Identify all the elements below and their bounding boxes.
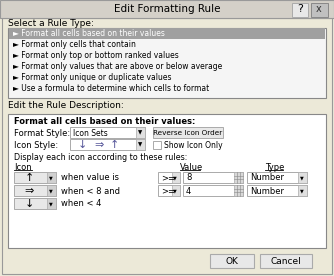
- Text: ▼: ▼: [138, 142, 142, 147]
- Bar: [158, 185, 180, 196]
- Bar: [47, 198, 56, 209]
- Text: >=: >=: [161, 187, 175, 195]
- Text: Format Style:: Format Style:: [14, 129, 70, 137]
- Text: ⇒: ⇒: [94, 140, 104, 150]
- Text: Icon Style:: Icon Style:: [14, 140, 58, 150]
- Bar: [14, 185, 56, 196]
- Bar: [8, 28, 326, 98]
- Bar: [9, 28, 325, 39]
- Bar: [47, 185, 56, 196]
- Bar: [0, 0, 334, 18]
- Text: ► Format only top or bottom ranked values: ► Format only top or bottom ranked value…: [13, 51, 179, 60]
- Bar: [298, 172, 307, 183]
- Bar: [158, 172, 180, 183]
- Text: Format all cells based on their values:: Format all cells based on their values:: [14, 118, 195, 126]
- Text: ▼: ▼: [138, 131, 142, 136]
- Bar: [172, 172, 180, 183]
- Text: Show Icon Only: Show Icon Only: [164, 140, 223, 150]
- Bar: [172, 185, 180, 196]
- Text: >=: >=: [161, 174, 175, 182]
- Bar: [47, 172, 56, 183]
- Bar: [292, 3, 308, 17]
- Text: ↑: ↑: [24, 173, 34, 183]
- Text: when < 8 and: when < 8 and: [61, 187, 120, 195]
- Text: Reverse Icon Order: Reverse Icon Order: [153, 130, 223, 136]
- Text: 4: 4: [186, 187, 191, 195]
- Text: ▼: ▼: [173, 176, 177, 181]
- Text: ► Format only unique or duplicate values: ► Format only unique or duplicate values: [13, 73, 171, 82]
- Text: ⇒: ⇒: [24, 186, 34, 196]
- Text: Display each icon according to these rules:: Display each icon according to these rul…: [14, 153, 187, 161]
- Text: Number: Number: [250, 174, 284, 182]
- Bar: [14, 172, 56, 183]
- Bar: [234, 185, 243, 196]
- Bar: [153, 141, 161, 149]
- Bar: [183, 185, 243, 196]
- Text: Edit Formatting Rule: Edit Formatting Rule: [114, 4, 220, 14]
- Bar: [70, 127, 145, 138]
- Bar: [153, 127, 223, 138]
- Text: OK: OK: [225, 256, 238, 266]
- Text: Icon Sets: Icon Sets: [73, 129, 108, 137]
- Text: ▼: ▼: [49, 176, 53, 181]
- Text: Value: Value: [180, 163, 203, 171]
- Text: ↑: ↑: [110, 140, 119, 150]
- Bar: [234, 172, 243, 183]
- Bar: [247, 172, 307, 183]
- Bar: [14, 198, 56, 209]
- Text: when < 4: when < 4: [61, 200, 102, 208]
- Bar: [260, 254, 312, 268]
- Bar: [70, 139, 145, 150]
- Bar: [247, 185, 307, 196]
- Bar: [210, 254, 254, 268]
- Text: Cancel: Cancel: [271, 256, 301, 266]
- Bar: [136, 127, 145, 138]
- Bar: [136, 139, 145, 150]
- Bar: [183, 172, 243, 183]
- Text: Number: Number: [250, 187, 284, 195]
- Bar: [311, 3, 328, 17]
- Text: ► Format all cells based on their values: ► Format all cells based on their values: [13, 29, 165, 38]
- Text: ▼: ▼: [49, 189, 53, 193]
- Text: ▼: ▼: [300, 176, 304, 181]
- Text: ▼: ▼: [173, 189, 177, 193]
- Text: Edit the Rule Description:: Edit the Rule Description:: [8, 102, 124, 110]
- Text: Select a Rule Type:: Select a Rule Type:: [8, 20, 94, 28]
- Text: Type: Type: [265, 163, 284, 171]
- Text: x: x: [316, 4, 322, 14]
- Bar: [298, 185, 307, 196]
- Text: ?: ?: [297, 4, 303, 14]
- Text: 8: 8: [186, 174, 191, 182]
- Text: ▼: ▼: [300, 189, 304, 193]
- Text: ► Use a formula to determine which cells to format: ► Use a formula to determine which cells…: [13, 84, 209, 93]
- Text: Icon: Icon: [14, 163, 32, 171]
- Text: when value is: when value is: [61, 174, 119, 182]
- Text: ▼: ▼: [49, 201, 53, 206]
- Text: ↓: ↓: [78, 140, 88, 150]
- Bar: [8, 114, 326, 248]
- Text: ► Format only cells that contain: ► Format only cells that contain: [13, 40, 136, 49]
- Text: ↓: ↓: [24, 199, 34, 209]
- Text: ► Format only values that are above or below average: ► Format only values that are above or b…: [13, 62, 222, 71]
